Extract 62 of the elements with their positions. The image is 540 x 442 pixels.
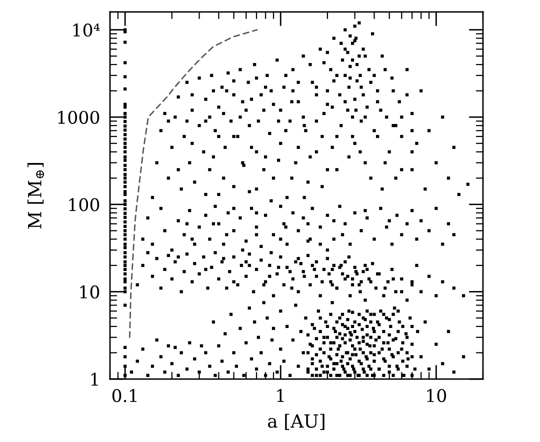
- point: [124, 277, 127, 281]
- point: [124, 238, 127, 241]
- point: [124, 268, 127, 271]
- y-tick-label: 1: [91, 372, 98, 386]
- point: [124, 124, 127, 128]
- point: [124, 155, 127, 158]
- point: [124, 192, 127, 196]
- point: [124, 190, 127, 194]
- point: [124, 61, 127, 64]
- point: [124, 138, 127, 141]
- y-tick-label: 1000: [58, 110, 100, 124]
- point: [124, 290, 127, 294]
- y-tick-label: 10⁴: [73, 24, 100, 37]
- point: [124, 364, 127, 368]
- point: [124, 229, 127, 232]
- point: [124, 168, 127, 172]
- point: [124, 180, 127, 184]
- point: [124, 112, 127, 116]
- point: [124, 164, 127, 167]
- x-tick-label: 0.1: [112, 389, 136, 402]
- point: [124, 374, 127, 377]
- point: [124, 251, 127, 254]
- point: [124, 146, 127, 149]
- y-tick-label: 10: [80, 285, 100, 299]
- x-tick-label: 1: [277, 389, 284, 402]
- point: [124, 87, 127, 91]
- point: [124, 202, 127, 206]
- x-tick-label: 10: [427, 389, 446, 402]
- point: [124, 102, 127, 106]
- point: [124, 75, 127, 78]
- point: [124, 172, 127, 176]
- point: [124, 133, 127, 136]
- x-axis-title: a [AU]: [268, 414, 324, 430]
- point: [124, 260, 127, 264]
- point: [124, 185, 127, 188]
- point: [124, 158, 127, 162]
- point: [124, 150, 127, 154]
- point: [124, 280, 127, 284]
- point: [124, 142, 127, 145]
- point: [124, 304, 127, 307]
- point: [124, 355, 127, 358]
- point: [124, 233, 127, 236]
- point: [124, 286, 127, 290]
- point: [124, 224, 127, 228]
- point: [124, 272, 127, 276]
- point: [124, 207, 127, 210]
- point: [124, 40, 127, 44]
- point: [124, 246, 127, 250]
- point: [124, 255, 127, 259]
- point: [124, 176, 127, 180]
- y-tick-label: 100: [69, 198, 100, 212]
- point: [124, 242, 127, 246]
- point: [124, 216, 127, 219]
- point: [124, 220, 127, 224]
- point: [124, 199, 127, 202]
- y-axis-title: M [M$_{⊕}$]: [28, 163, 44, 229]
- point: [124, 212, 127, 215]
- point: [124, 128, 127, 132]
- point: [124, 120, 127, 124]
- point: [124, 116, 127, 119]
- point: [124, 264, 127, 267]
- point: [124, 346, 127, 349]
